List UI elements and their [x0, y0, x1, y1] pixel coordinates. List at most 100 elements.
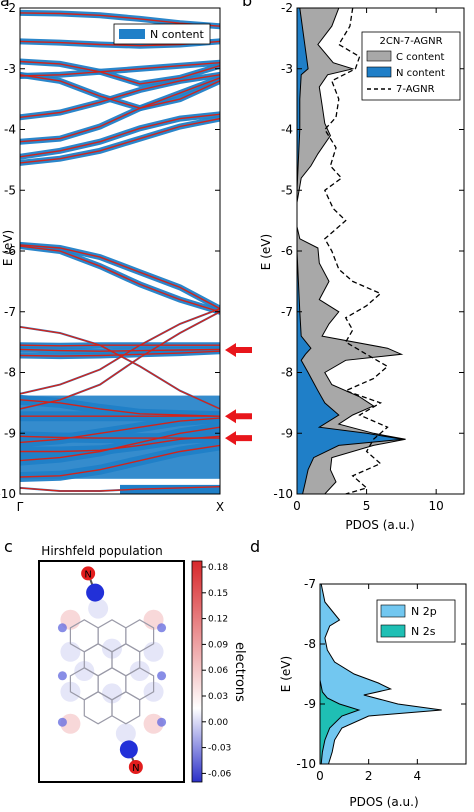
- y-tick-label: -7: [4, 305, 16, 319]
- legend-b: 2CN-7-AGNR C content N content 7-AGNR: [361, 31, 461, 101]
- charge-blob: [88, 598, 109, 619]
- colorbar-label: electrons: [232, 642, 247, 702]
- charge-blob: [102, 683, 122, 704]
- charge-blob: [60, 641, 81, 662]
- y-tick-label: -2: [281, 1, 293, 15]
- x-tick-label: 4: [414, 769, 422, 783]
- axes-frame-d: [319, 583, 467, 765]
- band-line: [20, 426, 220, 462]
- legend-label-n2s: N 2s: [411, 625, 436, 638]
- band-line: [20, 348, 220, 352]
- y-tick-label: -6: [281, 244, 293, 258]
- band-line: [20, 244, 220, 310]
- red-arrow: [225, 409, 252, 424]
- charge-blob: [60, 713, 81, 734]
- colorbar-tick-label: 0.09: [208, 640, 228, 650]
- hydrogen-atom: [57, 671, 67, 681]
- panel-label-b: b: [242, 0, 252, 10]
- legend-swatch-n-b: [366, 66, 392, 78]
- colorbar-tick-label: 0.06: [208, 666, 228, 676]
- band-line: [20, 344, 220, 347]
- ylabel-a: E (eV): [1, 230, 15, 266]
- colorbar-tick-label: 0.12: [208, 615, 228, 625]
- xlabel-b: PDOS (a.u.): [345, 518, 414, 532]
- colorbar-ticks: 0.18 0.15 0.12 0.09 0.06 0.03 0.00 -0.03 -0.06: [202, 563, 232, 779]
- legend-label-n: N content: [150, 28, 205, 41]
- pdos-chart: -2 -3 -4 -5 -6 -7 -8 -9 -100 5 10 E (eV) PDOS (a.u…: [259, 1, 465, 532]
- charge-blob: [143, 641, 164, 662]
- band-line: [20, 62, 220, 77]
- colorbar-tick-label: 0.00: [208, 718, 228, 728]
- y-tick-label: -8: [281, 366, 293, 380]
- arrows: [225, 343, 252, 446]
- x-tick-label: 0: [293, 499, 301, 513]
- nitrogen-label: N: [84, 569, 91, 580]
- n-pdos-chart: -7 -8 -9 -100 2 4 E (eV) PDOS (a.u.) N 2p N 2…: [279, 577, 467, 809]
- colorbar: [191, 560, 203, 783]
- hirshfeld-panel: Hirshfeld population NN 0.180.150.120.09…: [38, 544, 247, 783]
- y-tick-label: -8: [304, 637, 316, 651]
- y-tick-label: -10: [0, 487, 16, 501]
- hydrogen-atom: [157, 623, 167, 633]
- legend-swatch-c: [366, 50, 392, 62]
- panel-label-c: c: [4, 537, 13, 556]
- cn-carbon-atom: [119, 740, 138, 759]
- ticks-b: -2 -3 -4 -5 -6 -7 -8 -9 -100 5 10: [273, 1, 464, 513]
- band-line: [20, 74, 220, 109]
- y-tick-label: -9: [304, 697, 316, 711]
- legend-label-c: C content: [396, 52, 445, 63]
- agnr-dashed-line: [323, 8, 389, 494]
- ylabel-b: E (eV): [259, 234, 273, 270]
- legend-swatch-n2p: [380, 604, 406, 618]
- n-content-area: [297, 8, 403, 494]
- red-arrow: [225, 431, 252, 446]
- band-line: [20, 311, 220, 410]
- y-tick-label: -9: [281, 426, 293, 440]
- y-tick-label: -6: [4, 244, 16, 258]
- hydrogen-atom: [157, 671, 167, 681]
- x-tick-label: 5: [363, 499, 371, 513]
- band-line: [20, 399, 220, 417]
- band-line: [20, 444, 220, 478]
- band-line: [20, 486, 220, 492]
- legend-title-b: 2CN-7-AGNR: [379, 36, 442, 47]
- colorbar-tick-label: -0.03: [208, 744, 231, 754]
- panel-label-d: d: [250, 537, 260, 556]
- band-line: [20, 308, 220, 395]
- legend-swatch-n: [119, 29, 145, 39]
- red-arrow: [225, 343, 252, 358]
- legend-label-n2p: N 2p: [411, 605, 437, 618]
- y-tick-label: -8: [4, 366, 16, 380]
- x-tick-x: X: [216, 500, 224, 514]
- charge-blob: [143, 713, 164, 734]
- y-tick-label: -10: [273, 487, 293, 501]
- x-tick-label: 2: [365, 769, 373, 783]
- y-tick-label: -5: [4, 183, 16, 197]
- y-tick-label: -3: [4, 62, 16, 76]
- legend-label-agnr: 7-AGNR: [396, 84, 435, 95]
- nitrogen-atom: [128, 760, 143, 774]
- n2s-area: [320, 679, 361, 764]
- colorbar-tick-label: 0.15: [208, 589, 228, 599]
- title-c: Hirshfeld population: [41, 544, 162, 558]
- hydrogen-atom: [157, 717, 167, 727]
- y-tick-label: -7: [304, 577, 316, 591]
- band-line: [20, 117, 220, 164]
- n2p-area: [320, 584, 442, 764]
- charge-blob: [102, 638, 122, 659]
- hydrogen-atom: [57, 717, 67, 727]
- band-line: [20, 326, 220, 410]
- band-structure-chart: -2 -3 -4 -5 -6 -7 -8 -9 -10 E (eV) Γ X N content: [0, 1, 252, 514]
- y-tick-label: -5: [281, 183, 293, 197]
- colorbar-tick-label: 0.03: [208, 692, 228, 702]
- y-tick-label: -4: [281, 123, 293, 137]
- carbon-ring: [111, 691, 141, 725]
- legend-a: N content: [113, 23, 211, 45]
- y-tick-label: -4: [4, 123, 16, 137]
- panel-label-a: a: [0, 0, 10, 10]
- band-line: [20, 350, 220, 357]
- ylabel-d: E (eV): [279, 656, 293, 692]
- x-tick-label: 0: [316, 769, 324, 783]
- n-content-layer: [20, 9, 220, 494]
- legend-swatch-n2s: [380, 624, 406, 638]
